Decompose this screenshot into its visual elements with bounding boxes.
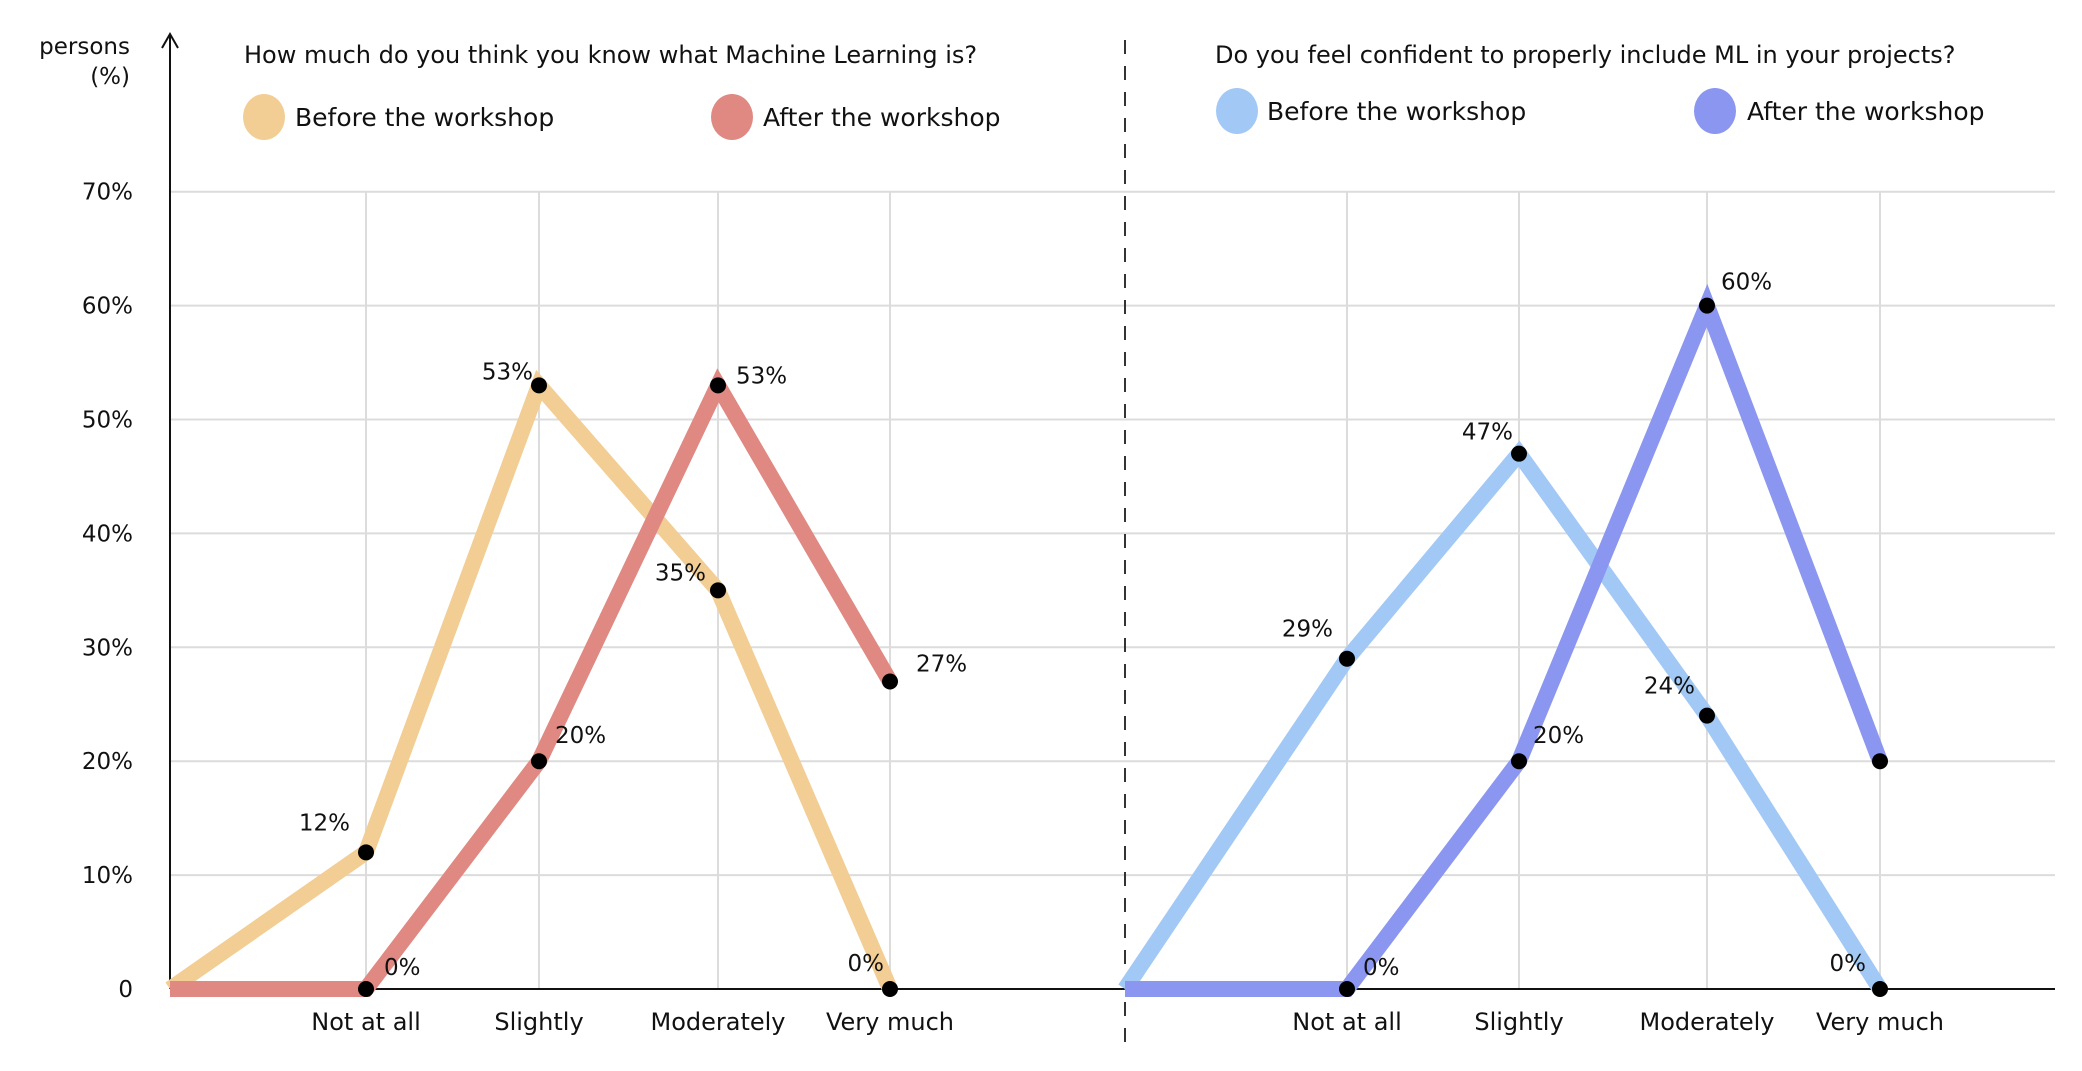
data-label: 35% — [655, 560, 706, 586]
data-point — [710, 582, 726, 599]
legend-label: After the workshop — [763, 103, 1001, 132]
y-axis-label-line1: persons — [39, 34, 130, 60]
legend-swatch-icon — [711, 94, 753, 140]
data-label: 60% — [1721, 270, 1772, 296]
panel-1: Not at all Slightly Moderately Very much How… — [165, 41, 1001, 1036]
legend-label: After the workshop — [1747, 97, 1985, 126]
y-tick-label: 60% — [82, 294, 133, 320]
panel-2: Not at all Slightly Moderately Very much Do … — [1118, 41, 1985, 1036]
data-point — [1511, 753, 1527, 770]
data-point — [531, 377, 547, 394]
x-tick-label: Not at all — [1292, 1008, 1401, 1036]
legend-swatch-icon — [1216, 88, 1258, 134]
data-point — [531, 753, 547, 770]
data-label: 0% — [384, 955, 421, 981]
data-point — [1872, 981, 1888, 997]
x-tick-label: Moderately — [650, 1008, 785, 1036]
series-line — [165, 369, 898, 996]
legend-item: After the workshop — [711, 94, 1001, 140]
legend-item: Before the workshop — [243, 94, 554, 140]
data-label: 53% — [736, 363, 787, 389]
y-tick-labels: 0 10% 20% 30% 40% 50% 60% 70% — [82, 180, 133, 1003]
series-line — [170, 368, 897, 997]
chart-title: Do you feel confident to properly includ… — [1215, 41, 1956, 69]
data-label: 0% — [1830, 951, 1867, 977]
data-point — [358, 844, 374, 861]
y-tick-label: 40% — [82, 521, 133, 547]
x-tick-label: Not at all — [311, 1008, 420, 1036]
y-tick-label: 20% — [82, 749, 133, 775]
legend-label: Before the workshop — [1267, 97, 1526, 126]
x-tick-label: Slightly — [494, 1008, 583, 1036]
x-tick-label: Moderately — [1639, 1008, 1774, 1036]
legend-label: Before the workshop — [295, 103, 554, 132]
data-point — [1872, 753, 1888, 770]
y-tick-label: 0 — [118, 977, 133, 1003]
y-tick-label: 70% — [82, 180, 133, 206]
data-label: 12% — [299, 810, 350, 836]
data-point — [1699, 297, 1715, 314]
grid — [170, 190, 2055, 989]
panels: Not at all Slightly Moderately Very much How… — [165, 41, 1985, 1036]
legend-swatch-icon — [243, 94, 285, 140]
data-label: 0% — [1363, 955, 1400, 981]
legend-item: Before the workshop — [1216, 88, 1526, 134]
x-tick-label: Very much — [826, 1008, 954, 1036]
data-point — [1339, 981, 1355, 997]
chart-title: How much do you think you know what Mach… — [244, 41, 977, 69]
data-label: 53% — [482, 359, 533, 385]
x-tick-label: Slightly — [1474, 1008, 1563, 1036]
data-label: 20% — [555, 723, 606, 749]
data-label: 24% — [1644, 674, 1695, 700]
y-axis-arrow-icon — [161, 31, 179, 49]
data-label: 29% — [1282, 617, 1333, 643]
data-label: 20% — [1533, 723, 1584, 749]
legend-swatch-icon — [1694, 88, 1736, 134]
data-point — [882, 981, 898, 997]
legend-item: After the workshop — [1694, 88, 1985, 134]
data-point — [710, 377, 726, 394]
data-point — [1511, 445, 1527, 462]
y-tick-label: 30% — [82, 635, 133, 661]
data-point — [358, 981, 374, 997]
data-point — [1699, 707, 1715, 724]
data-label: 47% — [1462, 420, 1513, 446]
y-tick-label: 50% — [82, 408, 133, 434]
y-axis-label-line2: (%) — [90, 64, 130, 90]
y-tick-label: 10% — [82, 863, 133, 889]
data-label: 27% — [916, 651, 967, 677]
data-label: 0% — [848, 951, 885, 977]
data-point — [1339, 650, 1355, 667]
data-point — [882, 673, 898, 690]
x-tick-label: Very much — [1816, 1008, 1944, 1036]
